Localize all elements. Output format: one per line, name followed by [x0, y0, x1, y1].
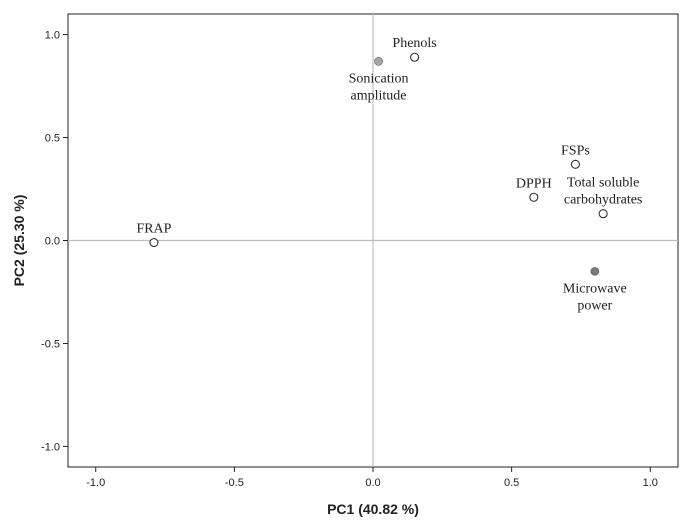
point-marker-sonication-amplitude: [374, 57, 383, 66]
point-marker-phenols: [410, 52, 420, 62]
point-label-fsps: FSPs: [561, 143, 590, 158]
point-marker-total-soluble-carbohydrates: [598, 209, 608, 219]
x-tick-label: -0.5: [225, 477, 244, 489]
y-tick-label: 0.0: [45, 236, 60, 248]
point-label-phenols: Phenols: [392, 36, 436, 51]
point-microwave-power: Microwave power: [563, 267, 627, 313]
x-tick-label: -1.0: [86, 477, 105, 489]
point-label-microwave-power: Microwave: [563, 281, 627, 296]
y-axis-ticks: -1.0 -0.5 0.0 0.5 1.0: [41, 30, 68, 453]
point-label-total-soluble-carbohydrates: carbohydrates: [564, 193, 643, 208]
point-label-microwave-power: power: [577, 298, 612, 313]
point-label-total-soluble-carbohydrates: Total soluble: [567, 176, 640, 191]
point-dpph: DPPH: [516, 176, 552, 202]
y-axis-title: PC2 (25.30 %): [11, 195, 27, 287]
point-label-frap: FRAP: [136, 222, 171, 237]
point-frap: FRAP: [136, 222, 172, 248]
point-phenols: Phenols: [392, 36, 437, 62]
x-tick-label: 1.0: [643, 477, 658, 489]
point-label-sonication-amplitude: amplitude: [351, 88, 407, 103]
x-axis-title: PC1 (40.82 %): [327, 501, 419, 517]
point-total-soluble-carbohydrates: Total soluble carbohydrates: [564, 176, 643, 219]
x-tick-label: 0.0: [365, 477, 380, 489]
reference-lines: [68, 14, 678, 467]
point-label-dpph: DPPH: [516, 176, 552, 191]
data-points: Phenols Sonication amplitude FSPs DPPH Total …: [136, 36, 642, 313]
point-label-sonication-amplitude: Sonication: [349, 71, 409, 86]
y-tick-label: -0.5: [41, 338, 60, 350]
point-marker-fsps: [570, 159, 580, 169]
point-fsps: FSPs: [561, 143, 590, 169]
point-marker-dpph: [529, 192, 539, 202]
point-sonication-amplitude: Sonication amplitude: [349, 57, 409, 103]
point-marker-frap: [149, 238, 159, 248]
point-marker-microwave-power: [590, 267, 600, 276]
y-tick-label: -1.0: [41, 441, 60, 453]
x-axis-ticks: -1.0 -0.5 0.0 0.5 1.0: [86, 467, 658, 489]
x-tick-label: 0.5: [504, 477, 519, 489]
y-tick-label: 0.5: [45, 133, 60, 145]
y-tick-label: 1.0: [45, 30, 60, 42]
